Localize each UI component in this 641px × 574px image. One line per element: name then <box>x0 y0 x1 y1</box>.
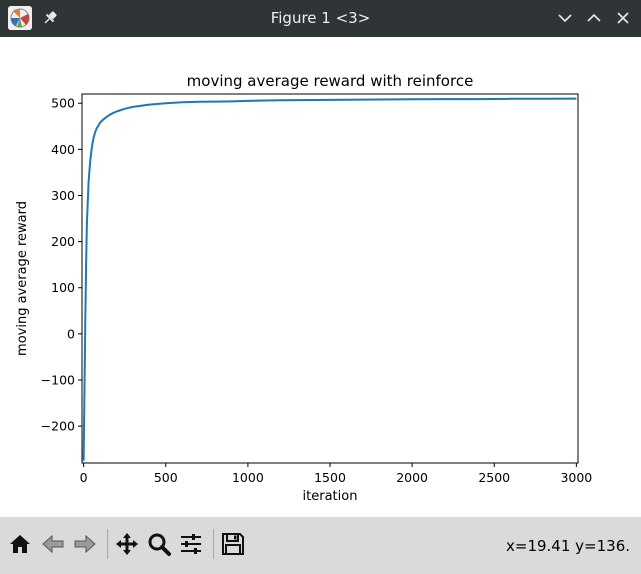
x-tick-label: 1000 <box>232 470 264 485</box>
figure-canvas[interactable]: moving average reward with reinforce 0 50… <box>0 37 641 517</box>
close-icon[interactable] <box>613 8 633 28</box>
x-axis-label: iteration <box>303 489 358 504</box>
app-icon[interactable] <box>8 6 32 30</box>
toolbar-separator <box>213 529 214 559</box>
plot-area-frame <box>81 93 579 464</box>
y-tick-label: 200 <box>51 234 75 249</box>
y-axis-label: moving average reward <box>15 201 30 356</box>
y-tick-label: −200 <box>41 419 75 434</box>
forward-button[interactable] <box>71 530 99 558</box>
x-tick-label: 0 <box>80 470 88 485</box>
line-chart: moving average reward with reinforce 0 50… <box>15 72 592 504</box>
y-tick-label: 0 <box>67 326 75 341</box>
configure-subplots-button[interactable] <box>177 530 205 558</box>
zoom-button[interactable] <box>145 530 173 558</box>
home-button[interactable] <box>6 530 34 558</box>
x-tick-label: 3000 <box>560 470 592 485</box>
chart-title: moving average reward with reinforce <box>187 72 474 90</box>
window-titlebar: Figure 1 <3> <box>0 0 641 37</box>
back-button[interactable] <box>39 530 67 558</box>
x-tick-label: 500 <box>154 470 178 485</box>
maximize-icon[interactable] <box>584 8 604 28</box>
y-tick-label: 300 <box>51 188 75 203</box>
save-button[interactable] <box>219 530 247 558</box>
toolbar-separator <box>107 529 108 559</box>
series-line <box>82 97 577 461</box>
y-tick-label: −100 <box>41 372 75 387</box>
navigation-toolbar: x=19.41 y=136. <box>0 517 641 574</box>
back-arrow-icon <box>42 534 64 554</box>
configure-subplots-icon <box>181 534 201 554</box>
pan-icon <box>116 533 138 555</box>
minimize-icon[interactable] <box>555 8 575 28</box>
y-tick-label: 100 <box>51 280 75 295</box>
forward-arrow-icon <box>74 534 96 554</box>
home-icon <box>10 535 30 553</box>
save-icon <box>222 533 244 555</box>
y-tick-label: 500 <box>51 96 75 111</box>
pin-icon[interactable] <box>41 9 59 27</box>
x-tick-label: 2000 <box>396 470 428 485</box>
coordinate-readout: x=19.41 y=136. <box>506 537 630 555</box>
window-title: Figure 1 <3> <box>270 9 371 27</box>
x-tick-label: 1500 <box>314 470 346 485</box>
y-tick-label: 400 <box>51 142 75 157</box>
pan-button[interactable] <box>113 530 141 558</box>
x-tick-label: 2500 <box>478 470 510 485</box>
zoom-icon <box>148 533 171 556</box>
